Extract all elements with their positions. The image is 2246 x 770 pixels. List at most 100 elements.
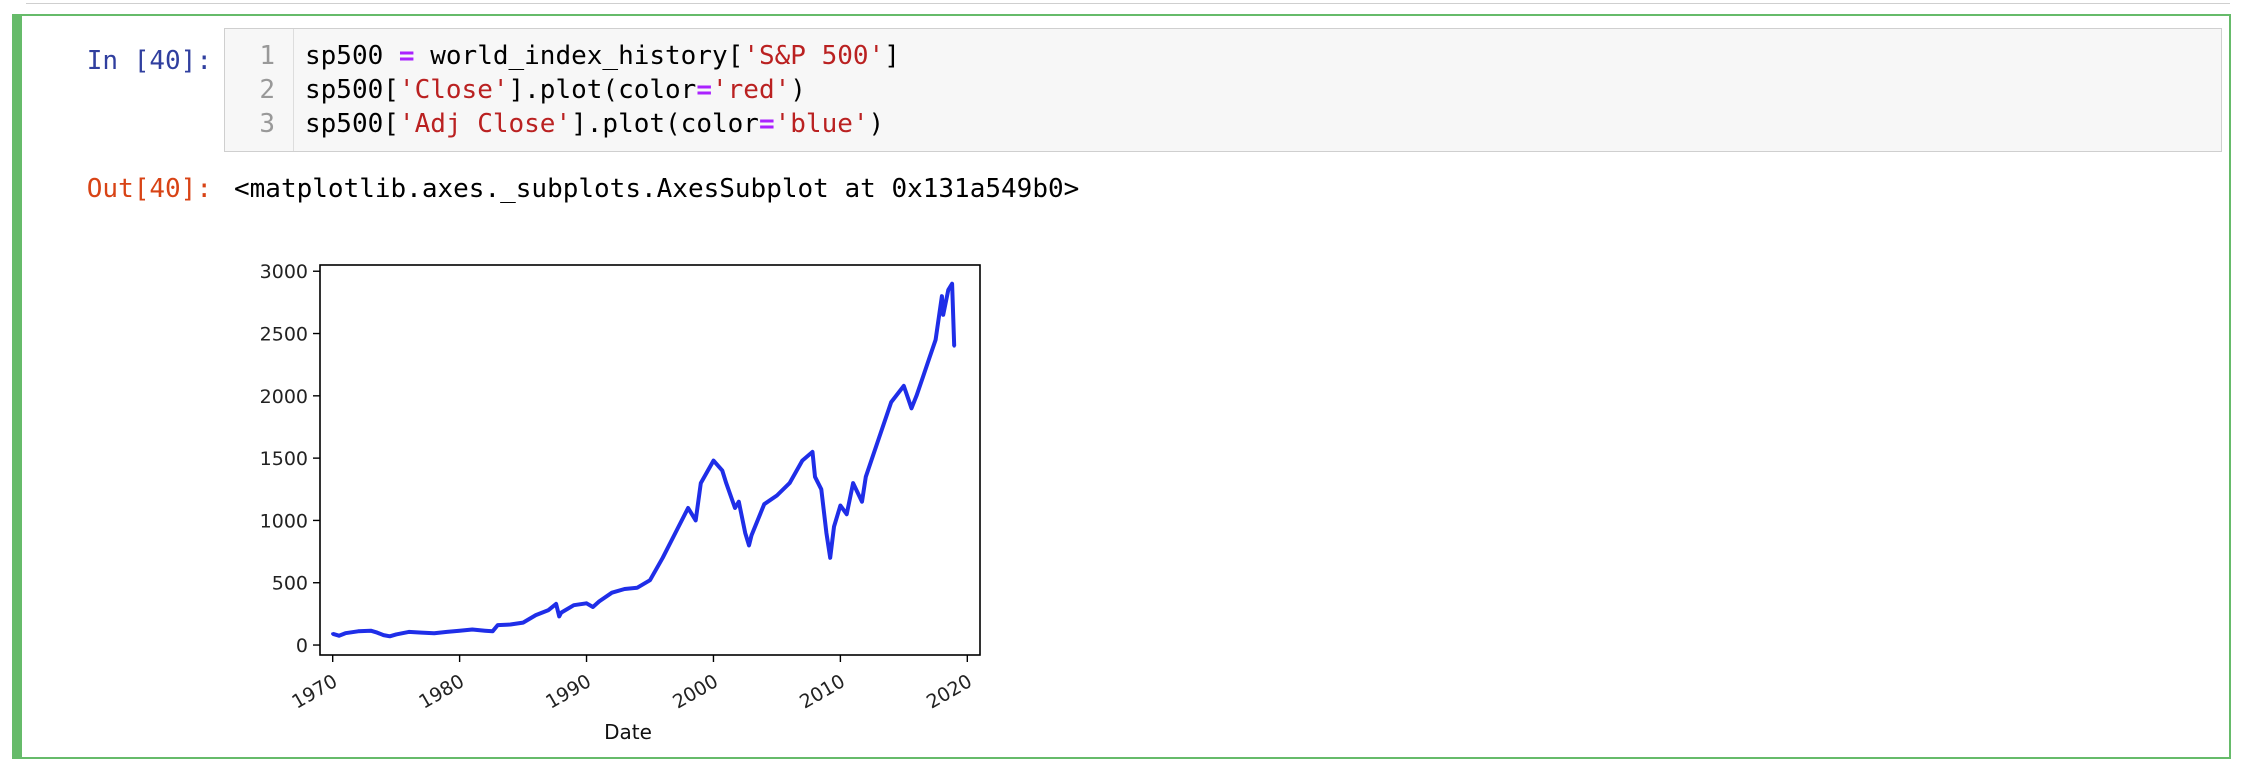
y-tick-label: 2500 [260, 324, 308, 346]
data-point [508, 622, 512, 627]
data-point [331, 632, 335, 636]
data-point [902, 384, 906, 388]
data-point [591, 605, 595, 609]
notebook-code-cell[interactable]: In [40]: 1 2 3 sp500 = world_index_histo… [12, 14, 2231, 759]
data-point [483, 629, 487, 633]
data-point [952, 344, 956, 348]
code-line[interactable]: sp500 = world_index_history['S&P 500'] [305, 41, 900, 71]
data-point [546, 608, 551, 612]
output-prompt: Out[40]: [86, 174, 212, 204]
y-tick-label: 1500 [260, 448, 308, 470]
operator-token: = [398, 41, 415, 71]
line-number: 1 [259, 41, 275, 71]
data-point [889, 400, 893, 404]
data-point [623, 587, 627, 591]
operator-token: = [696, 75, 712, 105]
string-literal-token: 'blue' [774, 109, 869, 139]
data-point [337, 634, 341, 638]
x-tick-label: 2020 [923, 670, 976, 713]
data-point [733, 506, 737, 510]
y-tick-label: 2000 [260, 386, 308, 408]
data-point [648, 578, 652, 582]
string-literal-token: 'red' [712, 75, 791, 105]
code-token: ].plot(color [508, 75, 697, 105]
code-line[interactable]: sp500['Adj Close'].plot(color='blue') [305, 109, 884, 139]
data-point [941, 313, 945, 317]
data-point [661, 556, 665, 560]
data-point [828, 556, 832, 560]
data-point [496, 623, 500, 627]
data-point [845, 512, 849, 516]
data-point [432, 631, 436, 635]
output-repr-text: <matplotlib.axes._subplots.AxesSubplot a… [234, 174, 1080, 204]
code-token: ) [868, 109, 885, 139]
data-point [749, 533, 754, 537]
data-point [851, 481, 855, 485]
data-point [388, 634, 392, 638]
data-point [554, 602, 558, 606]
data-point [610, 591, 614, 595]
data-point [762, 502, 766, 506]
x-tick-label: 2010 [796, 670, 849, 713]
data-point [597, 599, 601, 603]
data-point [927, 356, 931, 361]
line-number: 3 [259, 109, 275, 139]
previous-output-remnant [26, 0, 2230, 4]
data-point [534, 613, 538, 617]
data-point [699, 481, 703, 485]
x-tick-label: 1990 [542, 670, 595, 713]
data-point [635, 586, 639, 590]
data-point [724, 481, 728, 485]
data-point [876, 437, 881, 441]
code-token: ) [790, 75, 806, 105]
data-point [810, 450, 815, 454]
data-point [711, 459, 716, 463]
data-point [458, 629, 462, 633]
data-point [824, 531, 829, 535]
data-point [381, 633, 386, 637]
data-point [950, 282, 954, 286]
data-point [864, 475, 868, 479]
data-point [946, 288, 950, 292]
data-point [369, 629, 373, 633]
data-point [419, 631, 424, 635]
data-point [832, 525, 836, 529]
data-point [521, 621, 525, 625]
data-point [775, 493, 779, 498]
data-point [720, 469, 724, 473]
data-point [356, 629, 360, 633]
data-point [673, 531, 677, 535]
series-line [332, 281, 957, 639]
code-line[interactable]: sp500['Close'].plot(color='red') [305, 75, 806, 105]
data-point [559, 611, 563, 615]
data-point [445, 630, 449, 634]
code-token: sp500[ [305, 109, 399, 139]
y-tick-label: 0 [296, 635, 308, 657]
data-point [584, 601, 589, 605]
data-point [921, 375, 925, 379]
x-tick-label: 1970 [288, 670, 341, 713]
input-prompt: In [40]: [86, 46, 212, 76]
data-point [934, 338, 938, 342]
x-tick-label: 2000 [669, 670, 722, 713]
code-token: sp500 [305, 41, 399, 71]
code-token: ] [884, 41, 900, 71]
data-point [394, 632, 398, 636]
data-point [470, 627, 474, 632]
string-literal-token: 'Close' [398, 75, 509, 105]
line-number: 2 [259, 75, 275, 105]
data-point [737, 500, 741, 504]
data-point [800, 459, 804, 463]
code-token: ].plot(color [571, 109, 759, 139]
y-tick-label: 1000 [260, 510, 308, 532]
data-point [686, 506, 690, 510]
string-literal-token: 'Adj Close' [398, 109, 572, 139]
data-point [914, 394, 919, 398]
data-point [860, 500, 864, 504]
data-point [491, 629, 495, 633]
data-point [819, 487, 823, 491]
data-point [572, 603, 576, 607]
code-editor[interactable]: 1 2 3 sp500 = world_index_history['S&P 5… [224, 28, 2222, 152]
y-tick-label: 500 [272, 573, 308, 595]
data-point [694, 518, 698, 522]
